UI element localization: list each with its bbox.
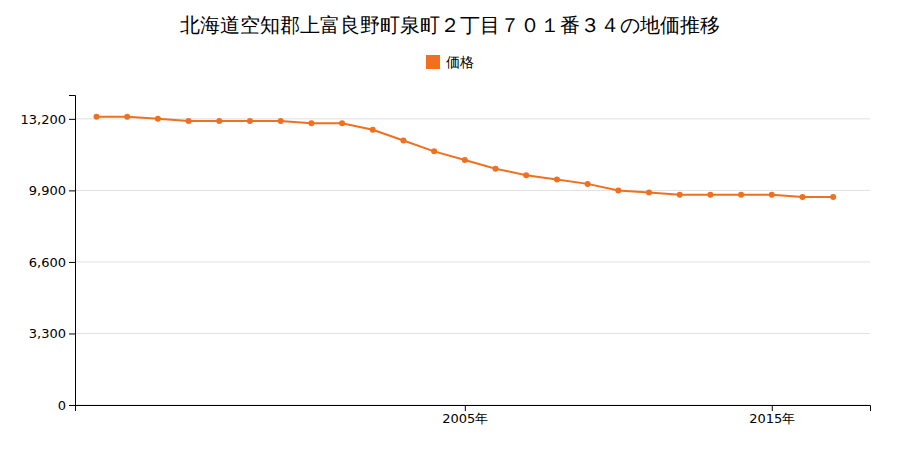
legend-item: 価格	[426, 54, 474, 70]
line	[96, 117, 833, 197]
point	[186, 118, 192, 124]
tick: 0	[58, 398, 75, 413]
tick-label: 2005年	[442, 411, 488, 426]
tick: 3,300	[29, 326, 75, 341]
title: 北海道空知郡上富良野町泉町２丁目７０１番３４の地価推移	[180, 13, 720, 37]
point	[830, 194, 836, 200]
point	[493, 166, 499, 172]
tick-label: 0	[58, 398, 66, 413]
tick-label: 2015年	[749, 411, 795, 426]
point	[216, 118, 222, 124]
point	[615, 187, 621, 193]
legend: 価格	[426, 54, 474, 70]
y-axis: 0 3,300 6,600 9,900 13,200	[21, 96, 76, 413]
point	[523, 172, 529, 178]
tick-label: 6,600	[29, 255, 66, 270]
tick-mark	[69, 190, 75, 191]
point	[677, 192, 683, 198]
point	[339, 120, 345, 126]
point	[124, 114, 130, 120]
point	[308, 120, 314, 126]
point	[738, 192, 744, 198]
tick-label: 13,200	[21, 112, 67, 127]
tick-mark	[69, 333, 75, 334]
point	[278, 118, 284, 124]
tick: 2015年	[749, 405, 795, 426]
tick: 2005年	[442, 405, 488, 426]
legend-label: 価格	[446, 54, 474, 70]
grid-line	[75, 118, 870, 119]
point	[554, 177, 560, 183]
point	[707, 192, 713, 198]
tick: 13,200	[21, 112, 76, 127]
point	[769, 192, 775, 198]
point	[431, 148, 437, 154]
grid-line	[75, 261, 870, 262]
point	[400, 138, 406, 144]
grid-line	[75, 190, 870, 191]
tick-label: 9,900	[29, 183, 66, 198]
plot-area: 2005年 2015年 0 3,300 6,600 9,900 13,200	[21, 96, 871, 427]
point	[370, 127, 376, 133]
point	[155, 116, 161, 122]
tick: 6,600	[29, 255, 75, 270]
grid-line	[75, 333, 870, 334]
x-axis: 2005年 2015年	[76, 405, 871, 426]
axis-line	[76, 406, 871, 412]
point	[646, 190, 652, 196]
point	[462, 157, 468, 163]
point	[585, 181, 591, 187]
point	[247, 118, 253, 124]
tick-mark	[69, 262, 75, 263]
tick-label: 3,300	[29, 326, 66, 341]
tick: 9,900	[29, 183, 75, 198]
axis-line	[69, 96, 76, 406]
tick-mark	[69, 405, 75, 406]
marks	[93, 114, 836, 200]
points	[93, 114, 836, 200]
tick-mark	[69, 119, 75, 120]
legend-swatch	[426, 55, 440, 69]
chart: 2005年 2015年 0 3,300 6,600 9,900 13,200 北海道空知郡上富…	[0, 0, 900, 450]
tick-mark	[772, 405, 773, 411]
point	[799, 194, 805, 200]
tick-mark	[465, 405, 466, 411]
point	[93, 114, 99, 120]
